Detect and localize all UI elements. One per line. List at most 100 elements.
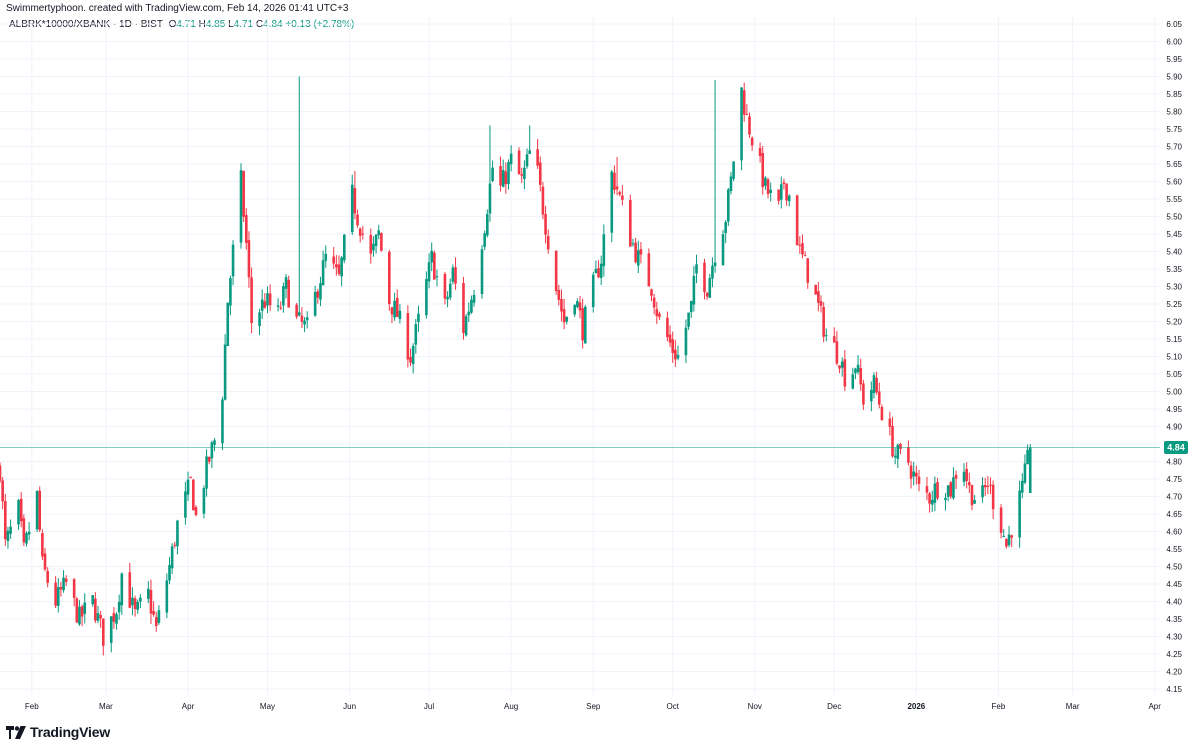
candle-body	[54, 582, 57, 606]
y-tick-label: 4.95	[1166, 405, 1182, 414]
candle-body	[192, 479, 195, 511]
candle-body	[507, 162, 510, 184]
candle-body	[758, 147, 762, 156]
candle-body	[554, 250, 558, 291]
candle-body	[480, 249, 484, 295]
candle-body	[427, 262, 431, 282]
candle-body	[509, 153, 513, 165]
y-tick-label: 4.90	[1166, 423, 1182, 432]
candle-body	[944, 497, 947, 501]
candle-body	[578, 302, 582, 311]
candle-body	[631, 243, 635, 245]
candle-body	[594, 268, 598, 274]
candle-body	[25, 533, 28, 544]
time-axis[interactable]: Feb Mar Apr May Jun Jul Aug Sep Oct Nov Dec 2026 Feb…	[25, 702, 1161, 711]
candle-body	[650, 289, 653, 296]
y-tick-label: 4.50	[1166, 563, 1182, 572]
candle-body	[983, 484, 987, 488]
candle-body	[787, 195, 791, 202]
candle-body	[520, 174, 524, 176]
candle-body	[557, 290, 561, 300]
candle-body	[213, 440, 216, 445]
candle-body	[896, 444, 900, 459]
candle-body	[838, 365, 841, 369]
candle-body	[560, 298, 563, 312]
candle-body	[888, 418, 892, 427]
candle-body	[909, 465, 913, 479]
candle-body	[380, 233, 383, 251]
candle-body	[194, 507, 198, 515]
candle-body	[872, 375, 876, 394]
candle-body	[655, 309, 659, 317]
candlestick-series[interactable]	[0, 76, 1032, 656]
chart-grid	[0, 17, 1160, 696]
candle-body	[695, 264, 698, 274]
y-tick-label: 5.15	[1166, 335, 1182, 344]
tradingview-wordmark: TradingView	[30, 724, 111, 740]
candle-body	[109, 616, 113, 643]
candle-body	[19, 498, 23, 522]
candle-body	[170, 546, 174, 569]
candle-body	[750, 137, 754, 146]
y-tick-label: 5.00	[1166, 388, 1182, 397]
candle-body	[727, 189, 730, 222]
candle-body	[470, 299, 473, 313]
tradingview-logo[interactable]: TradingView	[6, 722, 110, 742]
y-tick-label: 4.60	[1166, 528, 1182, 537]
candle-body	[613, 172, 616, 190]
candle-body	[221, 399, 224, 444]
candle-body	[798, 244, 802, 246]
candle-body	[843, 359, 847, 387]
candle-body	[684, 327, 688, 356]
y-tick-label: 4.35	[1166, 615, 1182, 624]
tradingview-logo-icon	[6, 725, 26, 739]
y-tick-label: 5.70	[1166, 143, 1182, 152]
candle-body	[819, 301, 823, 306]
candle-body	[822, 306, 825, 337]
candle-body	[544, 214, 547, 235]
x-tick-label: Nov	[748, 702, 762, 711]
candle-body	[795, 195, 799, 246]
candle-body	[952, 477, 955, 499]
candle-body	[372, 243, 375, 251]
candle-body	[390, 307, 394, 315]
candle-body	[915, 472, 918, 477]
candle-body	[75, 598, 79, 623]
candle-body	[893, 455, 897, 458]
candle-body	[483, 233, 486, 247]
candle-body	[814, 284, 818, 295]
y-tick-label: 5.90	[1166, 73, 1182, 82]
candle-body	[276, 305, 280, 307]
candle-body	[395, 297, 399, 317]
candle-body	[764, 177, 767, 186]
candle-body	[128, 572, 132, 608]
candle-body	[629, 199, 632, 247]
candle-body	[242, 170, 245, 217]
candle-body	[907, 447, 910, 463]
candle-body	[536, 149, 539, 166]
candle-body	[9, 526, 12, 534]
price-axis[interactable]: 4.15 4.20 4.25 4.30 4.35 4.40 4.45 4.50 4.55 4.60…	[1166, 20, 1182, 694]
y-tick-label: 6.00	[1166, 38, 1182, 47]
x-tick-label: 2026	[907, 702, 925, 711]
candle-body	[499, 166, 502, 186]
candle-body	[671, 339, 674, 353]
candle-body	[303, 320, 306, 325]
candle-body	[877, 391, 881, 405]
candle-body	[250, 277, 253, 324]
candle-body	[226, 302, 230, 346]
candle-body	[674, 349, 677, 360]
candle-body	[361, 233, 365, 235]
candle-body	[6, 530, 10, 542]
candle-body	[149, 590, 153, 614]
candle-body	[761, 153, 765, 188]
y-tick-label: 5.60	[1166, 178, 1182, 187]
price-chart[interactable]: 4.15 4.20 4.25 4.30 4.35 4.40 4.45 4.50 4.55 4.60…	[0, 0, 1200, 717]
candle-body	[433, 252, 436, 280]
candle-body	[597, 268, 600, 278]
x-tick-label: Dec	[827, 702, 841, 711]
candle-body	[652, 297, 656, 308]
candle-body	[165, 580, 169, 613]
candle-body	[337, 264, 341, 274]
x-tick-label: Feb	[25, 702, 39, 711]
